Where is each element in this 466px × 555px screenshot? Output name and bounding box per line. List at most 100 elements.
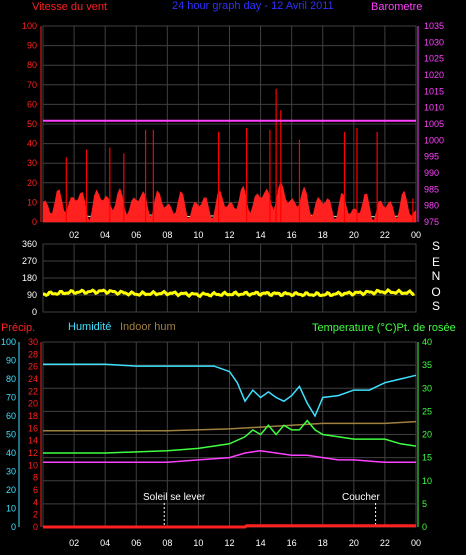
temp-tick-label: 30 bbox=[422, 383, 432, 393]
dewpoint-series bbox=[43, 449, 416, 464]
baro-tick-label: 1000 bbox=[424, 135, 444, 145]
time-tick-label: 00 bbox=[411, 230, 421, 240]
baro-tick-label: 990 bbox=[424, 168, 439, 178]
time-tick-label: 18 bbox=[318, 230, 328, 240]
time-tick-label: 22 bbox=[380, 230, 390, 240]
time-tick-label: 12 bbox=[224, 538, 234, 548]
time-tick-label: 02 bbox=[69, 538, 79, 548]
rain-tick-label: 2 bbox=[33, 510, 38, 520]
time-tick-label: 18 bbox=[318, 538, 328, 548]
baro-tick-label: 985 bbox=[424, 184, 439, 194]
time-tick-label: 04 bbox=[100, 230, 110, 240]
barometer-label: Barometre bbox=[371, 1, 422, 13]
humidity-tick-label: 50 bbox=[6, 430, 16, 440]
rain-tick-label: 4 bbox=[33, 497, 38, 507]
time-tick-label: 10 bbox=[193, 538, 203, 548]
time-tick-label: 16 bbox=[287, 538, 297, 548]
wind-tick-label: 20 bbox=[27, 178, 37, 188]
compass-letter: S bbox=[432, 299, 440, 313]
indoor-humidity-label: Indoor hum bbox=[120, 321, 176, 333]
rain-tick-label: 14 bbox=[28, 436, 38, 446]
wind-tick-label: 40 bbox=[27, 139, 37, 149]
wind-tick-label: 90 bbox=[27, 41, 37, 51]
humidity-tick-label: 80 bbox=[6, 374, 16, 384]
baro-tick-label: 1005 bbox=[424, 119, 444, 129]
sunrise-label: Soleil se lever bbox=[143, 492, 206, 503]
rain-tick-label: 20 bbox=[28, 399, 38, 409]
humidity-tick-label: 100 bbox=[1, 337, 16, 347]
time-tick-label: 12 bbox=[224, 230, 234, 240]
rain-tick-label: 0 bbox=[33, 522, 38, 532]
wind-tick-label: 70 bbox=[27, 80, 37, 90]
humidity-tick-label: 70 bbox=[6, 393, 16, 403]
precip-label: Précip. bbox=[1, 322, 35, 334]
temperature-series bbox=[43, 419, 417, 454]
compass-letter: O bbox=[431, 285, 440, 299]
temp-tick-label: 20 bbox=[422, 430, 432, 440]
direction-tick-label: 0 bbox=[32, 307, 37, 317]
time-tick-label: 04 bbox=[100, 538, 110, 548]
humidity-tick-label: 40 bbox=[6, 448, 16, 458]
baro-tick-label: 1020 bbox=[424, 70, 444, 80]
graph-title: 24 hour graph day - 12 Avril 2011 bbox=[172, 0, 334, 12]
wind-tick-label: 10 bbox=[27, 197, 37, 207]
rain-tick-label: 18 bbox=[28, 411, 38, 421]
baro-tick-label: 980 bbox=[424, 201, 439, 211]
direction-tick-label: 360 bbox=[22, 239, 37, 249]
baro-tick-label: 1030 bbox=[424, 37, 444, 47]
rain-tick-label: 12 bbox=[28, 448, 38, 458]
sunset-label: Coucher bbox=[342, 492, 380, 503]
baro-tick-label: 975 bbox=[424, 217, 439, 227]
wind-tick-label: 60 bbox=[27, 99, 37, 109]
wind-tick-label: 50 bbox=[27, 119, 37, 129]
wind-tick-label: 100 bbox=[22, 21, 37, 31]
temp-tick-label: 5 bbox=[422, 499, 427, 509]
time-tick-label: 20 bbox=[349, 538, 359, 548]
time-tick-label: 06 bbox=[131, 230, 141, 240]
baro-tick-label: 1010 bbox=[424, 103, 444, 113]
rain-tick-label: 22 bbox=[28, 386, 38, 396]
wind-tick-label: 30 bbox=[27, 158, 37, 168]
temp-tick-label: 40 bbox=[422, 337, 432, 347]
time-tick-label: 08 bbox=[162, 230, 172, 240]
wind-speed-label: Vitesse du vent bbox=[32, 1, 107, 13]
indoor-humidity-series bbox=[43, 420, 417, 432]
wind-direction-series bbox=[43, 288, 415, 299]
time-tick-label: 14 bbox=[256, 538, 266, 548]
humidity-tick-label: 0 bbox=[11, 522, 16, 532]
rain-tick-label: 26 bbox=[28, 362, 38, 372]
compass-letter: E bbox=[432, 255, 440, 269]
time-tick-label: 14 bbox=[256, 230, 266, 240]
time-tick-label: 22 bbox=[380, 538, 390, 548]
temp-tick-label: 25 bbox=[422, 406, 432, 416]
humidity-tick-label: 90 bbox=[6, 356, 16, 366]
baro-tick-label: 1025 bbox=[424, 54, 444, 64]
time-tick-label: 10 bbox=[193, 230, 203, 240]
rain-tick-label: 28 bbox=[28, 349, 38, 359]
temp-tick-label: 10 bbox=[422, 476, 432, 486]
baro-tick-label: 995 bbox=[424, 152, 439, 162]
time-tick-label: 20 bbox=[349, 230, 359, 240]
time-tick-label: 02 bbox=[69, 230, 79, 240]
humidity-series bbox=[43, 363, 417, 418]
rain-tick-label: 8 bbox=[33, 473, 38, 483]
time-tick-label: 00 bbox=[411, 538, 421, 548]
precipitation-series bbox=[43, 524, 416, 529]
wind-tick-label: 0 bbox=[32, 217, 37, 227]
baro-tick-label: 1035 bbox=[424, 21, 444, 31]
time-tick-label: 16 bbox=[287, 230, 297, 240]
rain-tick-label: 30 bbox=[28, 337, 38, 347]
compass-letter: N bbox=[432, 269, 441, 283]
humidity-tick-label: 60 bbox=[6, 411, 16, 421]
humidity-label: Humidité bbox=[68, 321, 111, 333]
time-tick-label: 08 bbox=[162, 538, 172, 548]
wind-tick-label: 80 bbox=[27, 60, 37, 70]
compass-letter: S bbox=[432, 239, 440, 253]
time-tick-label: 06 bbox=[131, 538, 141, 548]
rain-tick-label: 16 bbox=[28, 423, 38, 433]
rain-tick-label: 10 bbox=[28, 460, 38, 470]
baro-tick-label: 1015 bbox=[424, 86, 444, 96]
temp-tick-label: 35 bbox=[422, 360, 432, 370]
humidity-tick-label: 30 bbox=[6, 467, 16, 477]
